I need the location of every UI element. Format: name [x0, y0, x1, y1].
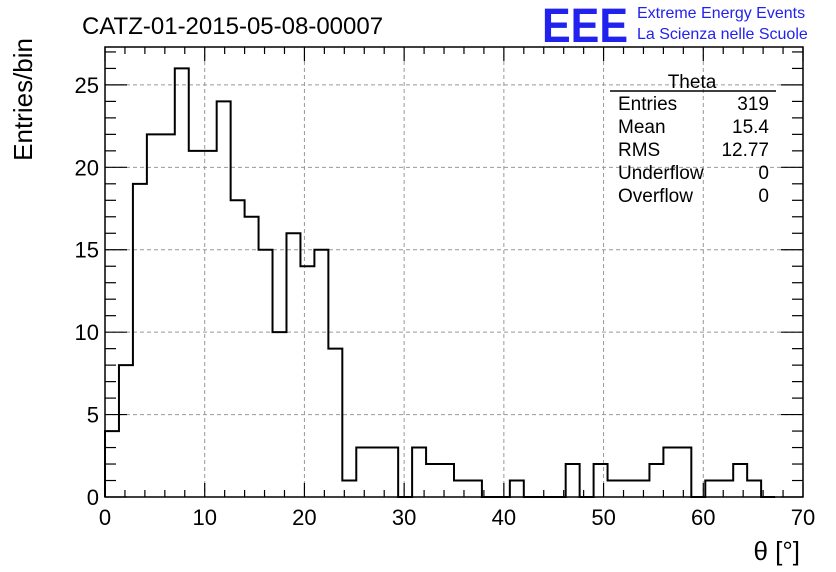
histogram-bin	[286, 233, 300, 497]
x-tick-label: 70	[791, 505, 815, 530]
y-tick-label: 10	[75, 320, 99, 345]
histogram-bin	[370, 448, 384, 497]
stats-row-label: Overflow	[618, 186, 693, 207]
y-tick-label: 0	[87, 485, 99, 510]
histogram-bin	[468, 481, 482, 497]
histogram-bin	[608, 481, 622, 497]
stats-box: Theta Entries 319 Mean 15.4 RMS 12.77 Underflo…	[610, 72, 776, 207]
x-tick-label: 30	[392, 505, 416, 530]
histogram-bin	[217, 101, 231, 497]
histogram-bin	[189, 151, 203, 497]
histogram-bin	[719, 481, 733, 497]
histogram-bin	[510, 481, 524, 497]
histogram-bin	[328, 349, 342, 497]
histogram-bin	[649, 464, 663, 497]
stats-row-label: Underflow	[618, 163, 704, 184]
histogram-bin	[440, 464, 454, 497]
histogram-bin	[663, 448, 677, 497]
histogram-bin	[566, 464, 580, 497]
y-tick-label: 20	[75, 155, 99, 180]
histogram-bin	[384, 448, 398, 497]
histogram-bin	[426, 464, 440, 497]
histogram-bin	[356, 448, 370, 497]
x-tick-label: 10	[192, 505, 216, 530]
histogram-bin	[133, 184, 147, 497]
histogram-bin	[454, 481, 468, 497]
stats-title: Theta	[668, 72, 717, 93]
plot-frame	[104, 46, 804, 498]
x-tick-label: 40	[492, 505, 516, 530]
plot-frame-rect	[104, 46, 804, 498]
histogram-bin	[161, 134, 175, 497]
histogram-bin	[733, 464, 747, 497]
axis-ticks	[104, 47, 804, 498]
histogram-bin	[147, 134, 161, 497]
histogram-series	[104, 67, 776, 498]
histogram-outline	[104, 67, 776, 498]
stats-row-value: 0	[758, 163, 769, 184]
chart-title: CATZ-01-2015-05-08-00007	[82, 13, 383, 40]
eee-logo-mark: EEE	[542, 0, 628, 53]
histogram-bin	[259, 250, 273, 497]
histogram-bin	[705, 481, 719, 497]
grid-lines	[105, 47, 803, 497]
stats-row-value: 15.4	[732, 117, 769, 138]
eee-logo: EEE Extreme Energy Events La Scienza nel…	[542, 0, 808, 53]
histogram-bin	[175, 68, 189, 497]
stats-row-label: Mean	[618, 117, 666, 138]
histogram-bin	[594, 464, 608, 497]
y-tick-label: 25	[75, 73, 99, 98]
logo-line1: Extreme Energy Events	[637, 5, 805, 22]
x-tick-label: 60	[691, 505, 715, 530]
stats-row-value: 0	[758, 186, 769, 207]
stats-row-value: 319	[737, 94, 769, 115]
x-axis-title: θ [°]	[753, 536, 800, 566]
histogram-bin	[300, 266, 314, 497]
histogram-bin	[231, 200, 245, 497]
histogram-bin	[677, 448, 691, 497]
stats-row-label: RMS	[618, 140, 660, 161]
x-tick-label: 50	[591, 505, 615, 530]
histogram-bin	[119, 365, 133, 497]
histogram-bin	[412, 448, 426, 497]
histogram-bin	[314, 250, 328, 497]
x-tick-label: 0	[99, 505, 111, 530]
y-tick-label: 5	[87, 403, 99, 428]
logo-line2: La Scienza nelle Scuole	[637, 26, 808, 43]
y-axis-title: Entries/bin	[8, 38, 38, 161]
x-tick-label: 20	[292, 505, 316, 530]
histogram-bin	[245, 217, 259, 497]
stats-row-label: Entries	[618, 94, 677, 115]
y-tick-label: 15	[75, 238, 99, 263]
histogram-bin	[747, 481, 761, 497]
stats-row-value: 12.77	[721, 140, 769, 161]
histogram-bin	[635, 481, 649, 497]
tick-labels: 0 10 20 30 40 50 60 70 0 5 10 15 20 25	[75, 73, 816, 530]
